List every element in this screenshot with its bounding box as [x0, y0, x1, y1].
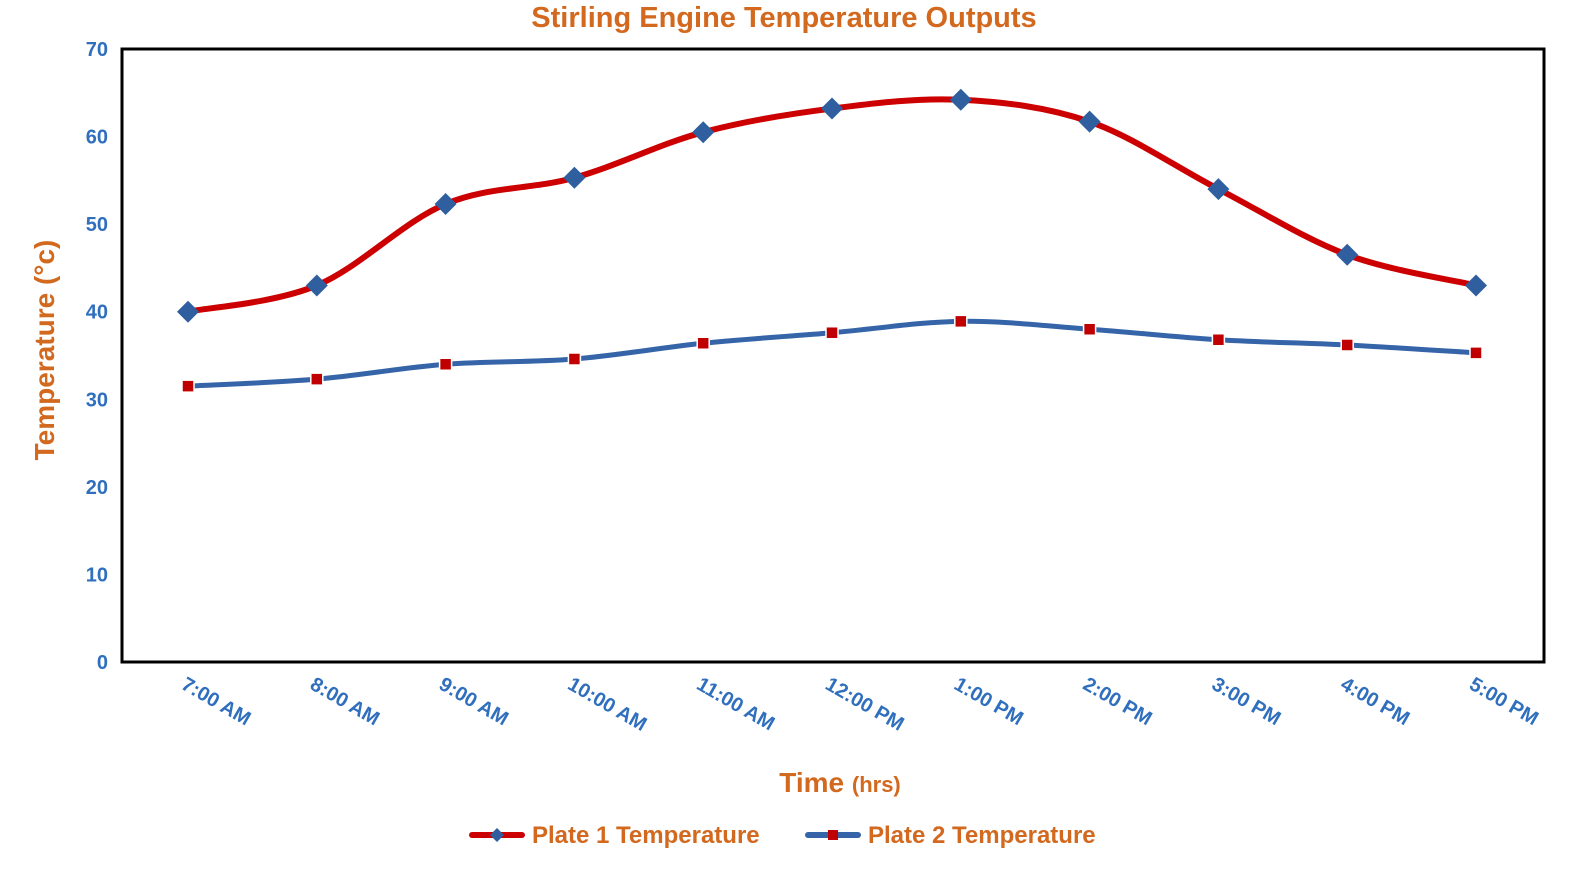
x-axis-title-unit: (hrs) [852, 772, 901, 797]
x-tick-label: 9:00 AM [435, 673, 512, 730]
legend-label: Plate 1 Temperature [532, 822, 760, 849]
x-tick-label: 3:00 PM [1208, 673, 1284, 730]
data-point-marker [1336, 243, 1359, 266]
x-tick-label: 12:00 PM [822, 673, 908, 735]
y-tick-label: 60 [86, 127, 108, 149]
data-point-marker [1082, 322, 1097, 336]
data-point-marker [438, 357, 453, 372]
data-point-marker [1078, 110, 1101, 133]
data-point-marker [305, 274, 328, 297]
data-point-marker [1340, 338, 1354, 352]
y-tick-label: 50 [86, 214, 108, 236]
x-tick-label: 8:00 AM [306, 673, 383, 730]
data-point-marker [696, 336, 710, 350]
data-point-marker [821, 97, 843, 120]
series-line-1 [185, 96, 1479, 315]
data-point-marker [434, 193, 457, 216]
y-tick-label: 40 [86, 302, 108, 324]
data-point-marker [1211, 332, 1226, 347]
x-axis-ticks: 7:00 AM 8:00 AM 9:00 AM 10:00 AM 11:00 AM 12:… [178, 673, 1542, 736]
data-point-marker [692, 121, 715, 144]
data-point-marker [1465, 274, 1487, 297]
data-point-marker [567, 352, 582, 366]
data-point-marker [825, 325, 839, 340]
x-axis-title: Time (hrs) [779, 767, 901, 798]
y-tick-label: 0 [97, 652, 108, 674]
data-point-marker [1469, 346, 1483, 360]
x-tick-label: 2:00 PM [1079, 673, 1155, 730]
legend-marker [828, 830, 838, 840]
data-point-marker [954, 314, 968, 329]
x-axis-title-label: Time [779, 767, 844, 798]
y-tick-label: 10 [86, 564, 108, 586]
x-tick-label: 5:00 PM [1466, 673, 1542, 730]
y-tick-label: 30 [86, 389, 108, 411]
y-axis-title: Temperature (°c) [29, 240, 60, 461]
legend-label: Plate 2 Temperature [868, 822, 1096, 849]
x-tick-label: 1:00 PM [950, 673, 1026, 730]
legend: Plate 1 Temperature Plate 2 Temperature [469, 822, 1096, 849]
x-tick-label: 11:00 AM [693, 673, 778, 735]
legend-marker [490, 828, 504, 842]
y-tick-label: 70 [86, 39, 108, 61]
y-axis-ticks: 0 10 20 30 40 50 60 70 [86, 39, 108, 674]
data-point-marker [949, 88, 972, 111]
plot-frame [120, 47, 1546, 664]
data-point-marker [310, 372, 324, 386]
x-tick-label: 4:00 PM [1337, 673, 1413, 730]
x-tick-label: 10:00 AM [564, 673, 650, 736]
y-tick-label: 20 [86, 477, 108, 499]
data-point-marker [1207, 178, 1230, 201]
data-point-marker [563, 166, 586, 189]
chart-title: Stirling Engine Temperature Outputs [531, 2, 1036, 34]
data-point-marker [177, 300, 199, 323]
series-layer [177, 88, 1487, 393]
data-point-marker [181, 379, 195, 393]
x-tick-label: 7:00 AM [178, 673, 255, 730]
